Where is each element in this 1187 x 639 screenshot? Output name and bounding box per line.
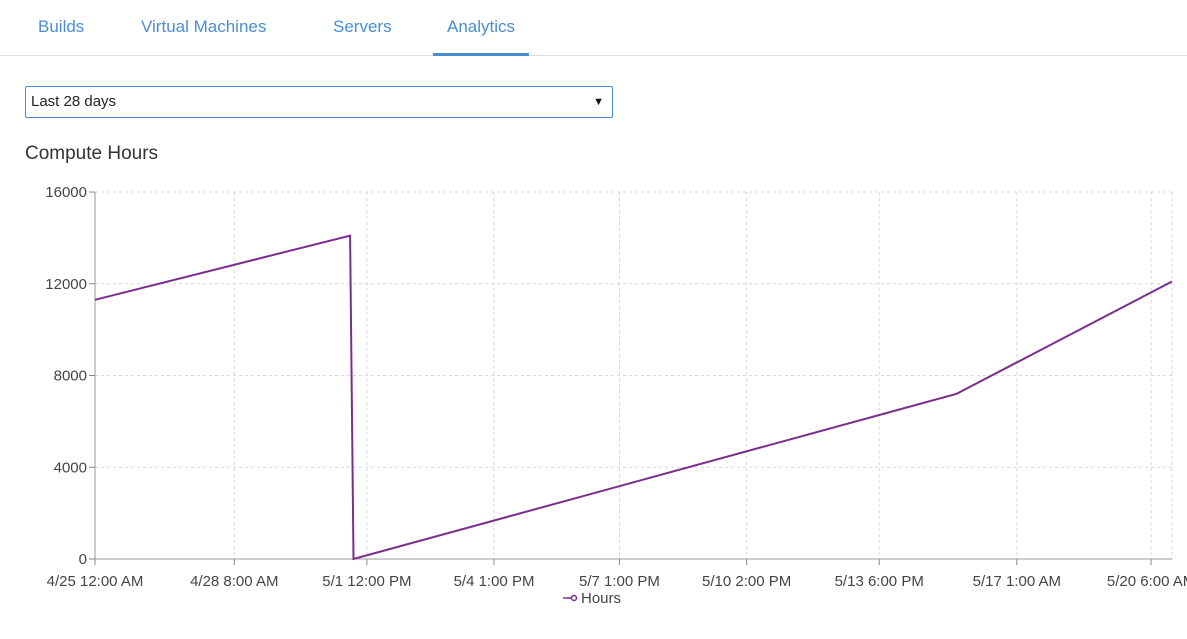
y-tick-label: 12000 [45,276,87,293]
x-tick-label: 5/1 12:00 PM [322,573,411,590]
chart-section-title: Compute Hours [25,143,159,164]
legend-point-marker [570,594,578,602]
tab-builds[interactable]: Builds [38,17,85,36]
date-range-select[interactable]: Last 28 days ▼ [25,86,613,118]
date-range-value: Last 28 days [31,93,117,110]
tab-virtual-machines[interactable]: Virtual Machines [141,17,267,36]
x-tick-label: 5/10 2:00 PM [702,573,791,590]
y-tick-label: 8000 [54,368,87,385]
tab-analytics[interactable]: Analytics [433,0,530,56]
x-tick-label: 5/4 1:00 PM [454,573,535,590]
series-line-hours [94,234,1173,561]
tab-bar: Builds Virtual Machines Servers Analytic… [0,0,1187,56]
x-tick-label: 5/17 1:00 AM [973,573,1061,590]
y-tick-label: 4000 [54,459,87,476]
tab-servers[interactable]: Servers [333,17,392,36]
x-tick-label: 5/20 6:00 AM [1107,573,1187,590]
y-tick-label: 0 [79,551,87,568]
x-tick-label: 5/13 6:00 PM [835,573,924,590]
legend-label: Hours [581,590,621,607]
dropdown-arrow-icon: ▼ [593,96,604,108]
x-tick-label: 4/25 12:00 AM [47,573,144,590]
x-tick-label: 5/7 1:00 PM [579,573,660,590]
y-tick-label: 16000 [45,184,87,201]
x-tick-label: 4/28 8:00 AM [190,573,278,590]
compute-hours-chart: 0 4000 8000 12000 16000 4/25 12:00 AM 4/28 8:0… [45,184,1187,607]
